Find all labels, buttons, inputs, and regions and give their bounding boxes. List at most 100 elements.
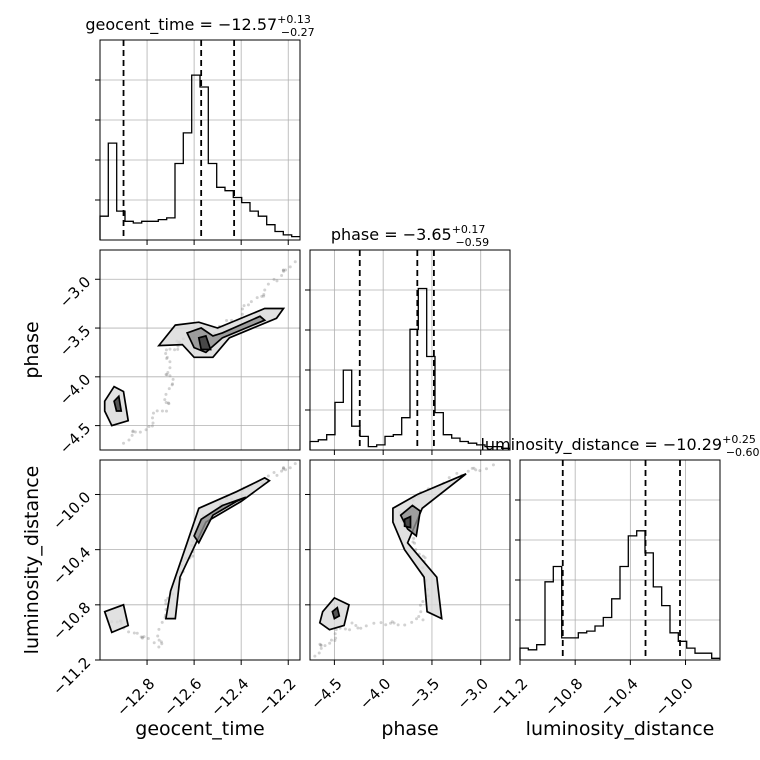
sample-point xyxy=(288,265,292,269)
sample-point xyxy=(144,428,148,432)
sample-point xyxy=(275,473,279,477)
panel-frame xyxy=(99,249,301,451)
contour-outer xyxy=(392,473,467,621)
sample-point xyxy=(225,318,229,322)
sample-point xyxy=(170,383,174,387)
sample-point xyxy=(152,641,156,645)
sample-point xyxy=(127,630,131,634)
sample-point xyxy=(165,409,169,413)
sample-point xyxy=(293,260,297,264)
x-tick-label: −12.6 xyxy=(160,675,205,720)
histogram-phase xyxy=(309,287,510,450)
sample-point xyxy=(372,621,376,625)
sample-point xyxy=(133,430,137,434)
sample-point xyxy=(157,638,161,642)
sample-point xyxy=(122,441,126,445)
sample-point xyxy=(389,621,393,625)
histogram-geocent_time xyxy=(99,74,300,240)
sample-point xyxy=(127,438,131,442)
sample-point xyxy=(421,618,425,622)
title-phase: phase = −3.65+0.17 −0.59 xyxy=(331,223,489,249)
sample-point xyxy=(348,628,352,632)
sample-point xyxy=(255,296,259,300)
y-tick-label: −4.0 xyxy=(56,370,94,408)
sample-point xyxy=(472,466,476,470)
panel-luminosity_distance-vs-luminosity_distance: luminosity_distance = −10.29+0.25 −0.60 −1… xyxy=(480,433,759,740)
sample-point xyxy=(323,644,327,648)
sample-point xyxy=(150,424,154,428)
panel-frame xyxy=(99,459,301,661)
panel-frame xyxy=(519,459,721,661)
sample-point xyxy=(266,282,270,286)
contour-inner xyxy=(331,606,341,620)
sample-point xyxy=(262,294,266,298)
sample-point xyxy=(168,366,172,370)
sample-point xyxy=(384,623,388,627)
sample-point xyxy=(160,642,164,646)
sample-point xyxy=(333,632,337,636)
contour-inner xyxy=(113,394,123,412)
sample-point xyxy=(167,402,171,406)
sample-point xyxy=(281,268,285,272)
contour-inner xyxy=(403,515,412,529)
sample-point xyxy=(140,635,144,639)
sample-point xyxy=(166,401,170,405)
x-axis-label-phase: phase xyxy=(381,718,438,740)
sample-point xyxy=(191,554,195,558)
sample-point xyxy=(139,635,143,639)
sample-point xyxy=(359,626,363,630)
y-tick-label: −11.2 xyxy=(49,654,94,699)
sample-point xyxy=(163,398,167,402)
sample-point xyxy=(396,623,400,627)
sample-point xyxy=(474,468,478,472)
sample-point xyxy=(131,429,135,433)
sample-point xyxy=(319,646,323,650)
sample-point xyxy=(146,637,150,641)
sample-point xyxy=(403,623,407,627)
sample-point xyxy=(280,274,284,278)
sample-point xyxy=(151,411,155,415)
sample-point xyxy=(484,467,488,471)
y-axis-label-luminosity_distance: luminosity_distance xyxy=(21,466,43,655)
sample-point xyxy=(130,433,134,437)
panel-frame xyxy=(309,459,511,661)
x-axis-label-geocent_time: geocent_time xyxy=(135,718,264,740)
sample-point xyxy=(329,638,333,642)
sample-point xyxy=(165,373,169,377)
sample-point xyxy=(168,347,172,351)
sample-point xyxy=(284,268,288,272)
y-axis-label-phase: phase xyxy=(21,321,43,378)
title-geocent_time: geocent_time = −12.57+0.13 −0.27 xyxy=(85,13,314,39)
sample-point xyxy=(151,421,155,425)
sample-point xyxy=(168,360,172,364)
sample-point xyxy=(466,469,470,473)
x-tick-label: −3.5 xyxy=(405,675,443,713)
panel-geocent_time-vs-geocent_time: geocent_time = −12.57+0.13 −0.27 xyxy=(85,13,315,245)
sample-point xyxy=(135,631,139,635)
sample-point xyxy=(140,636,144,640)
sample-point xyxy=(155,409,159,413)
sample-point xyxy=(333,638,337,642)
sample-point xyxy=(164,602,168,606)
sample-point xyxy=(447,476,451,480)
sample-point xyxy=(318,642,322,646)
sample-point xyxy=(281,466,285,470)
sample-point xyxy=(413,541,417,545)
x-tick-label: −10.0 xyxy=(652,675,697,720)
contour-mid xyxy=(193,496,247,545)
sample-point xyxy=(415,617,419,621)
x-tick-label: −4.0 xyxy=(356,675,394,713)
x-tick-label: −12.4 xyxy=(207,675,252,720)
sample-point xyxy=(419,610,423,614)
sample-point xyxy=(165,355,169,359)
sample-point xyxy=(164,392,168,396)
panel-phase-vs-geocent_time: −4.5 −4.0 −3.5 −3.0 phase xyxy=(21,249,301,458)
sample-point xyxy=(164,351,168,355)
sample-point xyxy=(171,377,175,381)
sample-point xyxy=(157,645,161,649)
sample-point xyxy=(410,620,414,624)
x-tick-label: −12.8 xyxy=(113,675,158,720)
sample-point xyxy=(411,540,415,544)
